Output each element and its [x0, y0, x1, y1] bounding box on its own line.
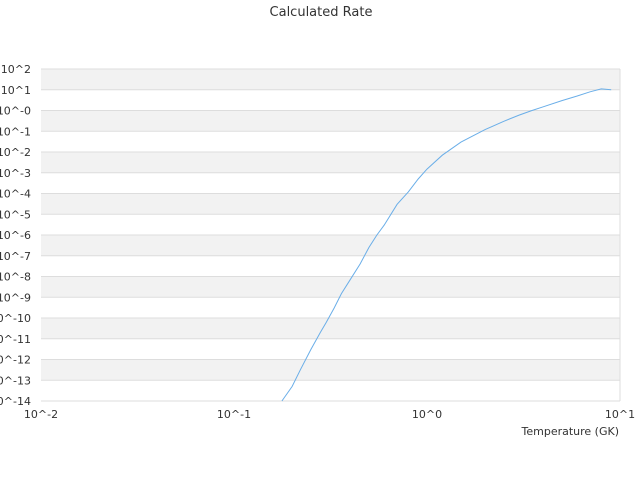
grid-lines [41, 68, 621, 402]
x-tick-label: 10^-1 [217, 408, 251, 421]
y-axis: 10^2 10^1 10^-0 10^-1 10^-2 10^-3 10^-4 10^-5 10… [0, 63, 31, 408]
y-tick-label: 10^-7 [0, 250, 31, 263]
grid-band [41, 318, 620, 339]
y-tick-label: 10^-13 [0, 374, 31, 387]
x-tick-label: 10^-2 [24, 408, 58, 421]
y-tick-label: 10^-1 [0, 125, 31, 138]
y-tick-label: 10^-5 [0, 208, 31, 221]
grid-band [41, 152, 620, 173]
grid-band [41, 214, 620, 235]
grid-band [41, 89, 620, 111]
grid-band [41, 235, 620, 256]
grid-band [41, 172, 620, 194]
grid-band [41, 69, 620, 90]
x-tick-label: 10^1 [605, 408, 635, 421]
y-tick-label: 10^-8 [0, 271, 31, 284]
grid-bands [41, 69, 620, 401]
y-tick-label: 10^-14 [0, 395, 31, 408]
grid-band [41, 297, 620, 318]
y-tick-label: 10^-6 [0, 229, 31, 242]
grid-band [41, 131, 620, 152]
y-tick-label: 10^1 [1, 84, 31, 97]
y-tick-label: 10^2 [1, 63, 31, 76]
series-line [281, 88, 612, 402]
y-tick-label: 10^-12 [0, 354, 31, 367]
x-tick-label: 10^0 [412, 408, 442, 421]
y-tick-label: 10^-4 [0, 188, 31, 201]
y-tick-label: 10^-10 [0, 312, 31, 325]
y-tick-label: 10^-3 [0, 167, 31, 180]
grid-band [41, 255, 620, 277]
x-axis-label: Temperature (GK) [521, 425, 620, 438]
series-group [281, 88, 612, 402]
grid-band [41, 110, 620, 132]
grid-band [41, 359, 620, 381]
y-tick-label: 10^-0 [0, 105, 31, 118]
grid-band [41, 276, 620, 298]
chart-title: Calculated Rate [270, 5, 373, 20]
y-tick-label: 10^-2 [0, 146, 31, 159]
grid-band [41, 338, 620, 360]
y-tick-label: 10^-9 [0, 291, 31, 304]
x-axis: 10^-2 10^-1 10^0 10^1 [24, 408, 635, 421]
grid-band [41, 380, 620, 401]
y-tick-label: 10^-11 [0, 333, 31, 346]
grid-band [41, 193, 620, 215]
